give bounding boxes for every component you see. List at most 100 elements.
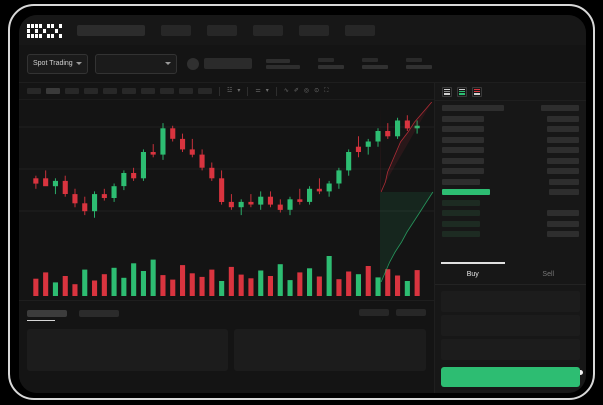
- chart-type-icon[interactable]: ⚌: [255, 88, 261, 94]
- bottom-panel-right[interactable]: [234, 329, 426, 371]
- line-tool-icon[interactable]: ∿: [283, 88, 289, 94]
- stat-24h-volume: [405, 58, 432, 69]
- stat-24h-low: [361, 58, 388, 69]
- timeframe-button-8[interactable]: [160, 88, 174, 94]
- global-search-input[interactable]: [77, 24, 145, 36]
- indicators-icon[interactable]: ☳: [227, 88, 233, 94]
- nav-item-5[interactable]: [345, 24, 375, 36]
- orderbook-row[interactable]: [442, 209, 579, 217]
- orderbook-view-bids-icon[interactable]: [457, 86, 467, 97]
- chart-type-chevron-icon[interactable]: ▾: [265, 88, 269, 94]
- bottom-right-tab-2[interactable]: [396, 309, 426, 316]
- order-total-field[interactable]: [441, 339, 580, 360]
- settings-icon[interactable]: ⊙: [314, 88, 320, 94]
- orderbook-row[interactable]: [442, 115, 579, 123]
- orderbook-row-price: [442, 199, 480, 206]
- orderbook-view-both-icon[interactable]: [442, 86, 452, 97]
- order-amount-field[interactable]: [441, 315, 580, 336]
- draw-tool-icon[interactable]: ✐: [293, 88, 299, 94]
- orderbook-row-size: [541, 105, 579, 111]
- orderbook-row-size: [547, 220, 579, 227]
- orderbook-row[interactable]: [442, 178, 579, 186]
- orderbook-row[interactable]: [442, 199, 579, 207]
- orderbook-row-price: [442, 126, 484, 132]
- orderbook-row[interactable]: [442, 167, 579, 175]
- bottom-tab-order-history[interactable]: [79, 309, 119, 317]
- candlestick-chart[interactable]: [19, 100, 434, 250]
- orderbook-row-price: [442, 115, 484, 122]
- orderbook-row-size: [547, 136, 579, 143]
- fullscreen-icon[interactable]: ⛶: [324, 88, 329, 94]
- orderbook-row-price: [442, 178, 480, 185]
- order-form: [435, 287, 586, 381]
- bottom-panel-left[interactable]: [27, 329, 229, 371]
- buy-submit-button[interactable]: [441, 367, 580, 387]
- slider-mark-100[interactable]: [578, 369, 583, 375]
- depth-chart-overlay: [380, 102, 434, 282]
- timeframe-button-3[interactable]: [65, 88, 79, 94]
- orders-panels: [19, 325, 434, 375]
- timeframe-button-1[interactable]: [27, 88, 41, 94]
- orderbook-row-size: [549, 189, 579, 195]
- timeframe-button-7[interactable]: [141, 88, 155, 94]
- toolbar-divider: [247, 86, 249, 96]
- timeframe-button-10[interactable]: [198, 88, 212, 94]
- bottom-right-tab-1[interactable]: [359, 309, 389, 316]
- pair-info: [186, 57, 300, 70]
- orderbook-row[interactable]: [442, 157, 579, 165]
- nav-item-1[interactable]: [161, 24, 191, 36]
- toolbar-divider: [219, 86, 220, 96]
- order-price-field[interactable]: [441, 291, 580, 312]
- orderbook-row[interactable]: [442, 125, 579, 133]
- bottom-tab-open-orders[interactable]: [27, 309, 67, 317]
- timeframe-button-4[interactable]: [84, 88, 98, 94]
- orderbook-row-size: [547, 210, 579, 216]
- coin-avatar: [186, 57, 199, 70]
- timeframe-button-6[interactable]: [122, 88, 136, 94]
- orderbook-row-price: [442, 147, 484, 153]
- orderbook-row-price: [442, 231, 480, 237]
- orderbook[interactable]: [435, 101, 586, 238]
- buy-sell-tab-bar: Buy Sell: [435, 262, 586, 285]
- trading-mode-label: Spot Trading: [33, 60, 73, 67]
- orders-right-actions: [359, 309, 426, 316]
- stat-24h-high: [317, 58, 344, 69]
- timeframe-button-9[interactable]: [179, 88, 193, 94]
- trading-pair-selector[interactable]: [94, 53, 177, 74]
- orderbook-view-asks-icon[interactable]: [472, 86, 482, 97]
- orderbook-row-price: [442, 189, 490, 195]
- orderbook-row-price: [442, 210, 480, 216]
- timeframe-button-5[interactable]: [103, 88, 117, 94]
- market-header: Spot Trading: [19, 45, 586, 83]
- orderbook-row[interactable]: [442, 136, 579, 144]
- top-navigation-bar: [19, 15, 586, 45]
- timeframe-button-2[interactable]: [46, 88, 60, 94]
- tab-sell[interactable]: Sell: [542, 271, 555, 278]
- orderbook-row-price: [442, 220, 480, 227]
- orders-section: [19, 300, 434, 393]
- nav-item-4[interactable]: [299, 24, 329, 36]
- orderbook-row[interactable]: [442, 146, 579, 154]
- orderbook-row-size: [547, 168, 579, 174]
- okx-logo-letter-o: [27, 23, 38, 38]
- nav-item-3[interactable]: [253, 24, 283, 36]
- orderbook-view-toggle: [435, 83, 586, 101]
- orderbook-row[interactable]: [442, 230, 579, 238]
- trading-mode-selector[interactable]: Spot Trading: [27, 53, 88, 74]
- tab-buy[interactable]: Buy: [435, 262, 511, 284]
- magnet-icon[interactable]: ◎: [303, 88, 310, 94]
- orderbook-and-order-form-panel: Buy Sell: [434, 83, 586, 393]
- okx-logo[interactable]: [27, 23, 69, 38]
- okx-logo-letter-k: [39, 23, 50, 38]
- orderbook-row[interactable]: [442, 188, 579, 196]
- nav-item-2[interactable]: [207, 24, 237, 36]
- orders-tab-bar: [19, 301, 434, 325]
- indicators-chevron-icon[interactable]: ▾: [237, 88, 241, 94]
- orderbook-row-price: [442, 105, 504, 111]
- chart-area[interactable]: [19, 100, 434, 300]
- orderbook-row[interactable]: [442, 220, 579, 228]
- orderbook-row-price: [442, 157, 484, 164]
- okx-logo-letter-x: [51, 23, 62, 38]
- orderbook-row[interactable]: [442, 104, 579, 112]
- orderbook-row-size: [547, 126, 579, 132]
